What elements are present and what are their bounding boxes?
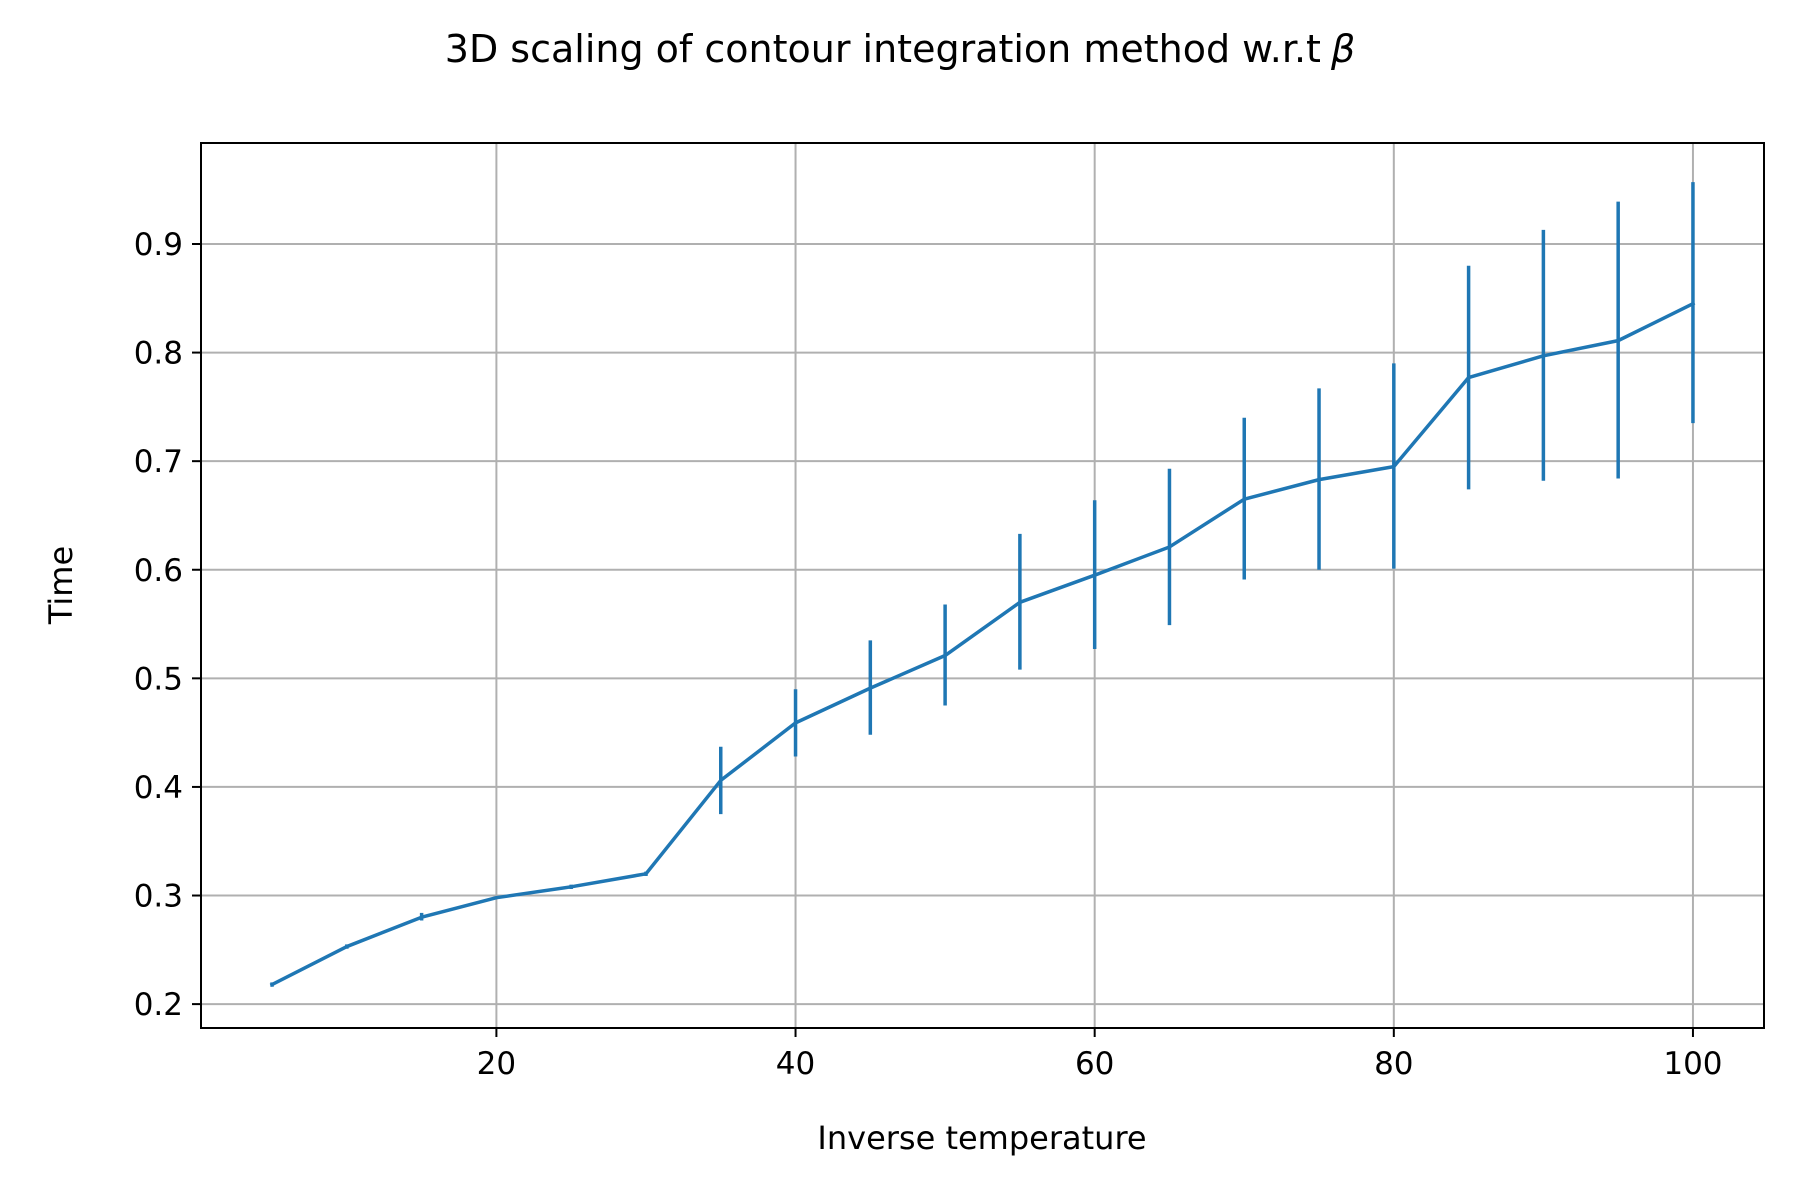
chart-title: 3D scaling of contour integration method… [445,27,1355,71]
data-point [794,721,798,725]
x-tick-label: 80 [1374,1046,1413,1082]
x-tick-label: 20 [477,1046,516,1082]
y-tick-label: 0.4 [134,770,183,806]
data-point [1167,545,1171,549]
y-tick-label: 0.9 [134,227,183,263]
data-point [1242,497,1246,501]
x-tick-label: 60 [1075,1046,1114,1082]
y-tick-label: 0.2 [134,987,183,1023]
data-point [270,983,274,987]
x-tick-label: 100 [1663,1046,1722,1082]
data-point [943,654,947,658]
x-tick-label: 40 [776,1046,815,1082]
y-axis-label: Time [42,546,80,625]
data-point [420,915,424,919]
data-point [1018,600,1022,604]
series-line [269,301,1696,987]
chart-title-text: 3D scaling of contour integration method… [445,27,1321,71]
plot-frame [200,142,1765,1029]
grid [201,143,1764,1028]
data-point [1541,354,1545,358]
data-point [1392,465,1396,469]
data-point [1616,339,1620,343]
y-tick-label: 0.5 [134,661,183,697]
data-point [345,945,349,949]
data-point [719,778,723,782]
y-tick-label: 0.7 [134,444,183,480]
data-point [494,896,498,900]
y-tick-label: 0.6 [134,553,183,589]
data-point [1317,478,1321,482]
plot-area [269,182,1696,987]
chart-title-symbol: β [1330,27,1355,71]
data-point [644,872,648,876]
data-point [1093,573,1097,577]
axis-ticks: 20 40 60 80 100 0.2 0.3 0.4 0.5 0.6 0.7 0.8 0.9 [134,227,1723,1082]
data-point [569,885,573,889]
x-axis-label: Inverse temperature [817,1119,1146,1157]
y-tick-label: 0.3 [134,879,183,915]
data-point [1691,302,1695,306]
data-point [1467,376,1471,380]
data-point [868,686,872,690]
y-tick-label: 0.8 [134,336,183,372]
